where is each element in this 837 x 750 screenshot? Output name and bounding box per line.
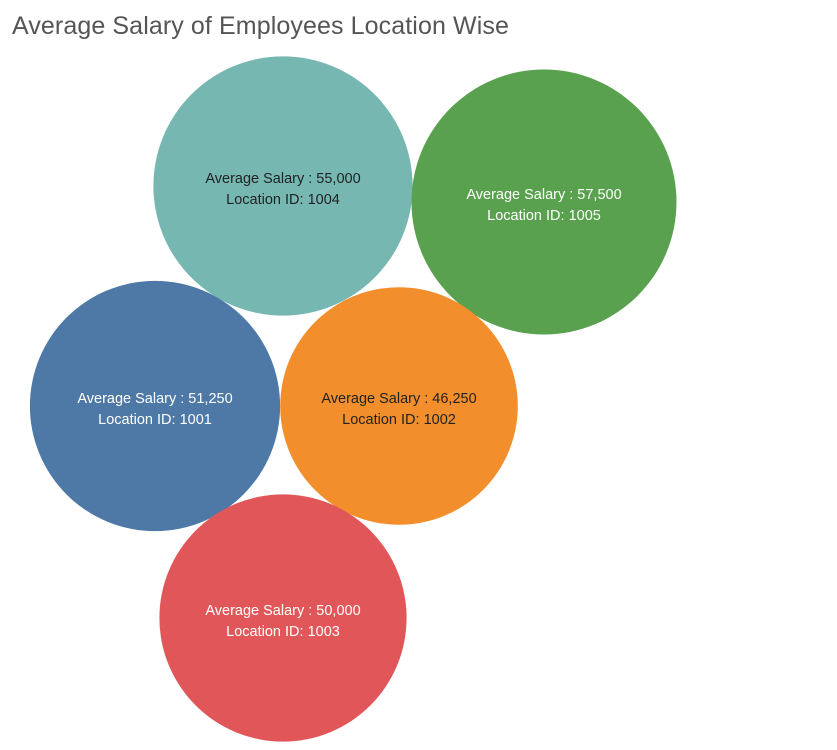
bubble-circle[interactable] [159, 494, 407, 742]
bubble-location-1001[interactable]: Average Salary : 51,250 Location ID: 1001 [29, 280, 281, 532]
average-salary-label: Average Salary : 50,000 [205, 603, 360, 619]
location-id-label: Location ID: 1002 [342, 412, 456, 428]
average-salary-label: Average Salary : 57,500 [466, 187, 621, 203]
bubble-circle[interactable] [153, 56, 413, 316]
average-salary-label: Average Salary : 55,000 [205, 171, 360, 187]
bubble-location-1003[interactable]: Average Salary : 50,000 Location ID: 1003 [159, 494, 407, 742]
location-id-label: Location ID: 1004 [226, 192, 340, 208]
average-salary-label: Average Salary : 46,250 [321, 391, 476, 407]
location-id-label: Location ID: 1005 [487, 208, 601, 224]
bubble-location-1004[interactable]: Average Salary : 55,000 Location ID: 1004 [153, 56, 413, 316]
bubble-circle[interactable] [29, 280, 281, 532]
location-id-label: Location ID: 1001 [98, 412, 212, 428]
bubble-circle[interactable] [411, 69, 677, 335]
bubble-location-1005[interactable]: Average Salary : 57,500 Location ID: 1005 [411, 69, 677, 335]
chart-title: Average Salary of Employees Location Wis… [12, 12, 509, 40]
average-salary-label: Average Salary : 51,250 [77, 391, 232, 407]
location-id-label: Location ID: 1003 [226, 624, 340, 640]
bubble-circle[interactable] [280, 287, 518, 525]
bubble-location-1002[interactable]: Average Salary : 46,250 Location ID: 1002 [280, 287, 518, 525]
